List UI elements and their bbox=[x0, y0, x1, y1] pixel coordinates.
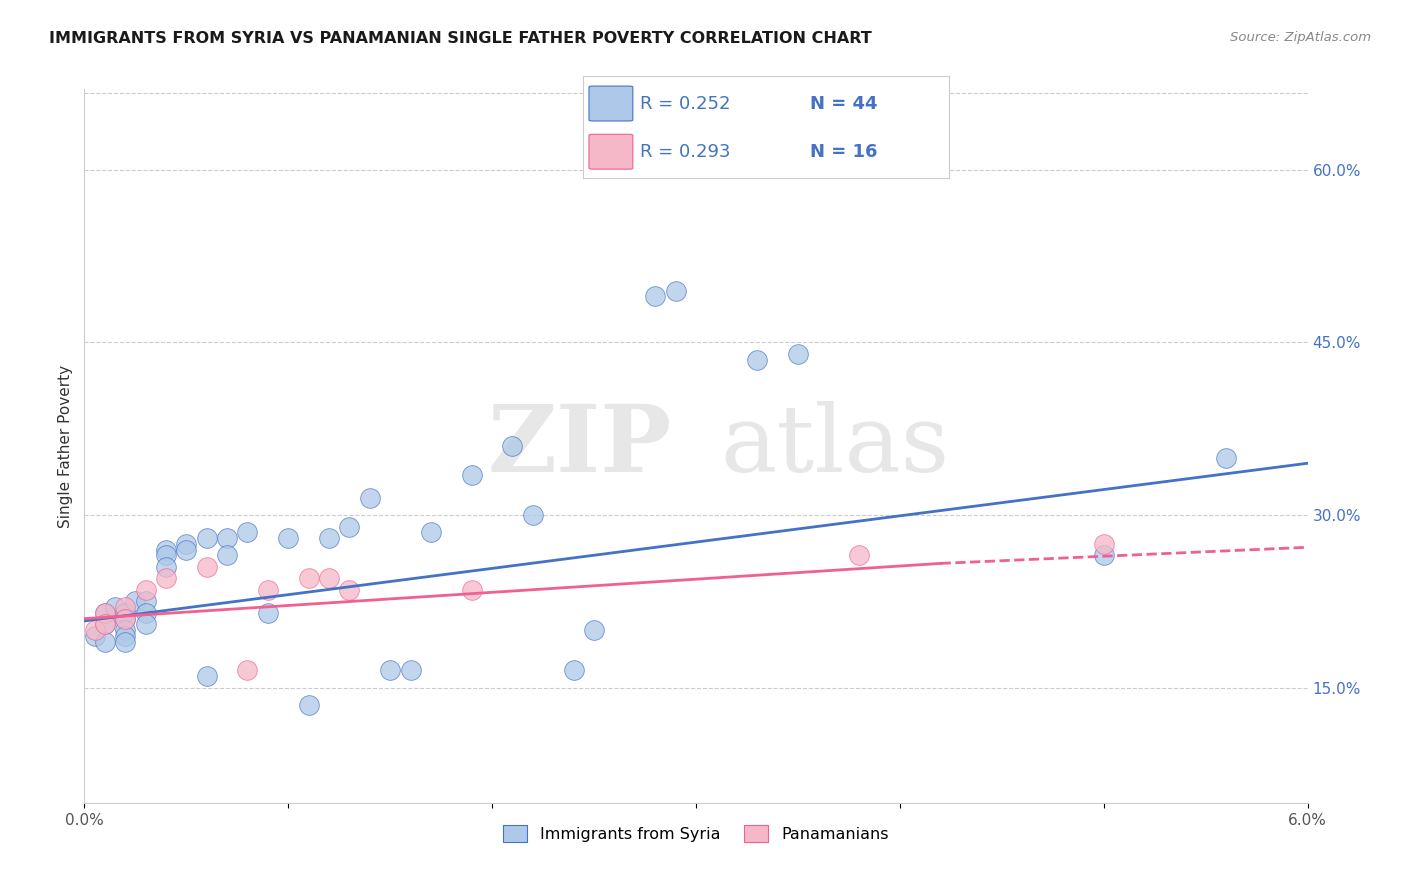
Text: R = 0.252: R = 0.252 bbox=[640, 95, 731, 112]
Point bbox=[461, 582, 484, 597]
Point bbox=[93, 617, 117, 632]
Point bbox=[195, 531, 218, 545]
Point bbox=[93, 606, 117, 620]
Point bbox=[318, 531, 340, 545]
Point bbox=[114, 612, 136, 626]
Y-axis label: Single Father Poverty: Single Father Poverty bbox=[58, 365, 73, 527]
Point bbox=[155, 559, 177, 574]
Point bbox=[380, 664, 402, 678]
Point bbox=[114, 606, 136, 620]
Point bbox=[257, 606, 280, 620]
Point bbox=[318, 571, 340, 585]
Text: Source: ZipAtlas.com: Source: ZipAtlas.com bbox=[1230, 31, 1371, 45]
FancyBboxPatch shape bbox=[589, 135, 633, 169]
Point bbox=[114, 600, 136, 615]
Point bbox=[644, 289, 666, 303]
FancyBboxPatch shape bbox=[589, 87, 633, 121]
Text: atlas: atlas bbox=[720, 401, 949, 491]
Point bbox=[236, 664, 259, 678]
Point bbox=[298, 571, 321, 585]
Point bbox=[93, 606, 117, 620]
Point bbox=[420, 525, 443, 540]
Point bbox=[339, 519, 361, 533]
Point bbox=[135, 617, 157, 632]
Point bbox=[195, 669, 218, 683]
Point bbox=[114, 612, 136, 626]
Point bbox=[298, 698, 321, 712]
Point bbox=[124, 594, 146, 608]
Point bbox=[104, 600, 127, 615]
Point bbox=[562, 664, 585, 678]
Point bbox=[135, 582, 157, 597]
Point bbox=[155, 571, 177, 585]
Point bbox=[522, 508, 544, 522]
Point bbox=[359, 491, 381, 505]
Point bbox=[135, 594, 157, 608]
Text: N = 44: N = 44 bbox=[810, 95, 877, 112]
Point bbox=[114, 623, 136, 637]
Point bbox=[747, 352, 769, 367]
Point bbox=[114, 634, 136, 648]
Text: IMMIGRANTS FROM SYRIA VS PANAMANIAN SINGLE FATHER POVERTY CORRELATION CHART: IMMIGRANTS FROM SYRIA VS PANAMANIAN SING… bbox=[49, 31, 872, 46]
Point bbox=[195, 559, 218, 574]
Text: ZIP: ZIP bbox=[488, 401, 672, 491]
Point bbox=[399, 664, 422, 678]
Point bbox=[461, 467, 484, 482]
Point bbox=[583, 623, 606, 637]
Point bbox=[665, 284, 688, 298]
Point bbox=[176, 537, 198, 551]
Point bbox=[135, 606, 157, 620]
Point bbox=[1092, 549, 1115, 563]
Point bbox=[1092, 537, 1115, 551]
Point bbox=[176, 542, 198, 557]
Legend: Immigrants from Syria, Panamanians: Immigrants from Syria, Panamanians bbox=[496, 819, 896, 848]
Point bbox=[217, 531, 239, 545]
Point bbox=[93, 634, 117, 648]
Point bbox=[787, 347, 810, 361]
Point bbox=[848, 549, 870, 563]
Point bbox=[1215, 450, 1237, 465]
Point bbox=[502, 439, 524, 453]
Point bbox=[114, 629, 136, 643]
Point bbox=[257, 582, 280, 597]
Text: R = 0.293: R = 0.293 bbox=[640, 143, 731, 161]
Point bbox=[83, 629, 105, 643]
Point bbox=[83, 623, 105, 637]
Text: N = 16: N = 16 bbox=[810, 143, 877, 161]
Point bbox=[217, 549, 239, 563]
Point bbox=[339, 582, 361, 597]
Point bbox=[155, 549, 177, 563]
Point bbox=[236, 525, 259, 540]
Point bbox=[155, 542, 177, 557]
Point bbox=[93, 617, 117, 632]
Point bbox=[277, 531, 299, 545]
